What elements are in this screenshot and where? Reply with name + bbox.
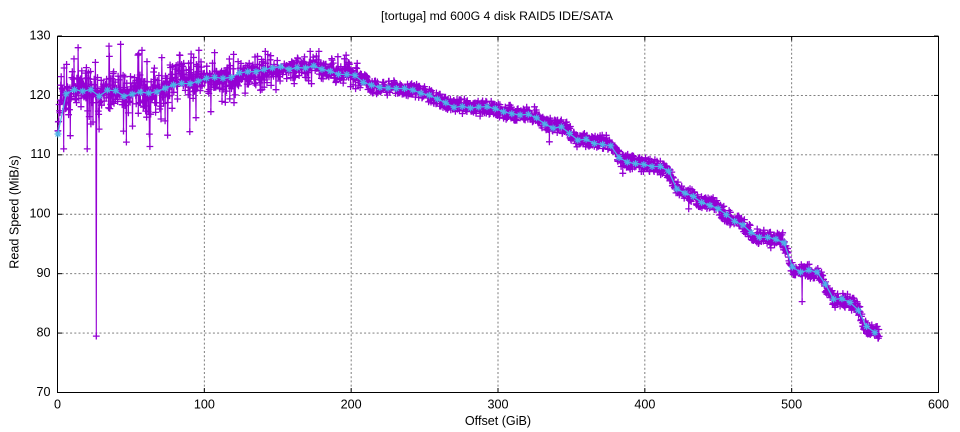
svg-text:Read Speed (MiB/s): Read Speed (MiB/s) <box>7 155 21 268</box>
svg-text:500: 500 <box>781 398 802 412</box>
svg-text:110: 110 <box>30 147 50 161</box>
svg-text:130: 130 <box>29 28 50 42</box>
svg-text:600: 600 <box>928 398 949 412</box>
svg-text:90: 90 <box>36 266 50 280</box>
svg-text:[tortuga] md 600G 4 disk RAID5: [tortuga] md 600G 4 disk RAID5 IDE/SATA <box>381 9 614 23</box>
svg-text:300: 300 <box>487 398 508 412</box>
svg-text:Offset (GiB): Offset (GiB) <box>465 414 531 428</box>
svg-text:400: 400 <box>634 398 655 412</box>
svg-text:100: 100 <box>194 398 215 412</box>
svg-text:200: 200 <box>341 398 362 412</box>
svg-text:80: 80 <box>36 325 50 339</box>
svg-text:100: 100 <box>29 207 50 221</box>
svg-text:70: 70 <box>36 385 50 399</box>
svg-text:120: 120 <box>29 88 50 102</box>
svg-text:0: 0 <box>54 398 61 412</box>
